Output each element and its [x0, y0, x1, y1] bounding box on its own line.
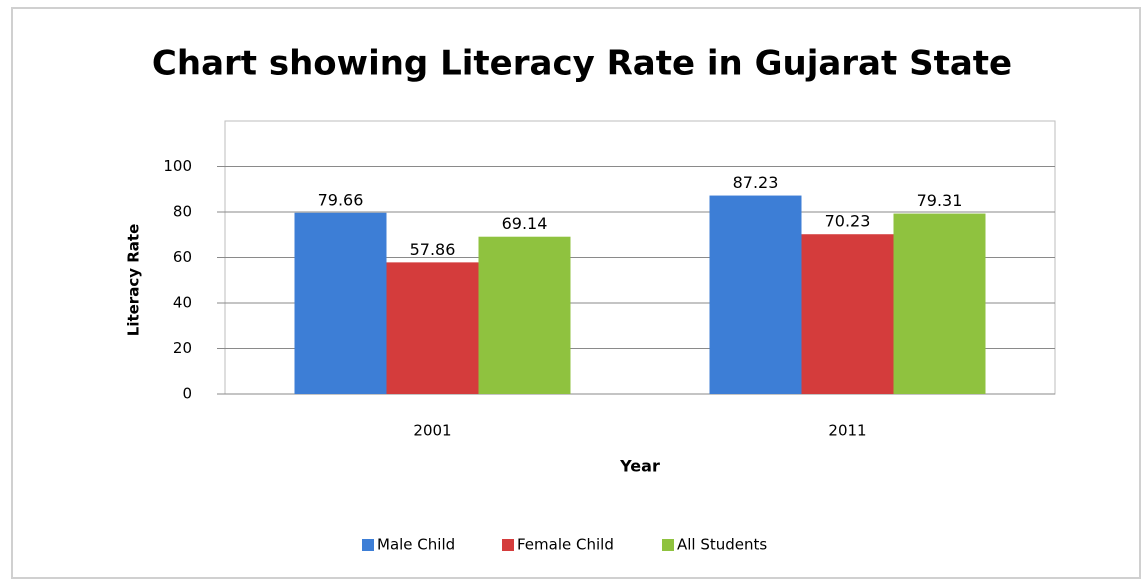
data-label: 69.14	[502, 214, 548, 233]
legend-swatch	[502, 539, 514, 551]
data-label: 57.86	[410, 240, 456, 259]
bar	[386, 262, 479, 394]
legend-label: Female Child	[517, 536, 614, 554]
y-axis-label: Literacy Rate	[125, 224, 143, 336]
x-tick-label: 2001	[413, 422, 451, 440]
bar	[893, 213, 986, 394]
bar	[478, 236, 571, 394]
bar	[294, 212, 387, 394]
y-tick-label: 20	[173, 339, 192, 357]
x-tick-label: 2011	[828, 422, 866, 440]
y-tick-label: 40	[173, 294, 192, 312]
legend-label: Male Child	[377, 536, 455, 554]
data-label: 87.23	[733, 173, 779, 192]
bar	[801, 234, 894, 394]
data-label: 79.66	[318, 190, 364, 209]
data-label: 70.23	[825, 212, 871, 231]
x-axis-label: Year	[619, 457, 660, 476]
legend-swatch	[362, 539, 374, 551]
y-tick-label: 0	[182, 385, 192, 403]
chart-title: Chart showing Literacy Rate in Gujarat S…	[152, 44, 1012, 84]
bar	[709, 195, 802, 394]
y-tick-label: 100	[163, 157, 192, 175]
data-label: 79.31	[917, 191, 963, 210]
legend-swatch	[662, 539, 674, 551]
legend-label: All Students	[677, 536, 767, 554]
y-tick-label: 60	[173, 248, 192, 266]
y-tick-label: 80	[173, 203, 192, 221]
